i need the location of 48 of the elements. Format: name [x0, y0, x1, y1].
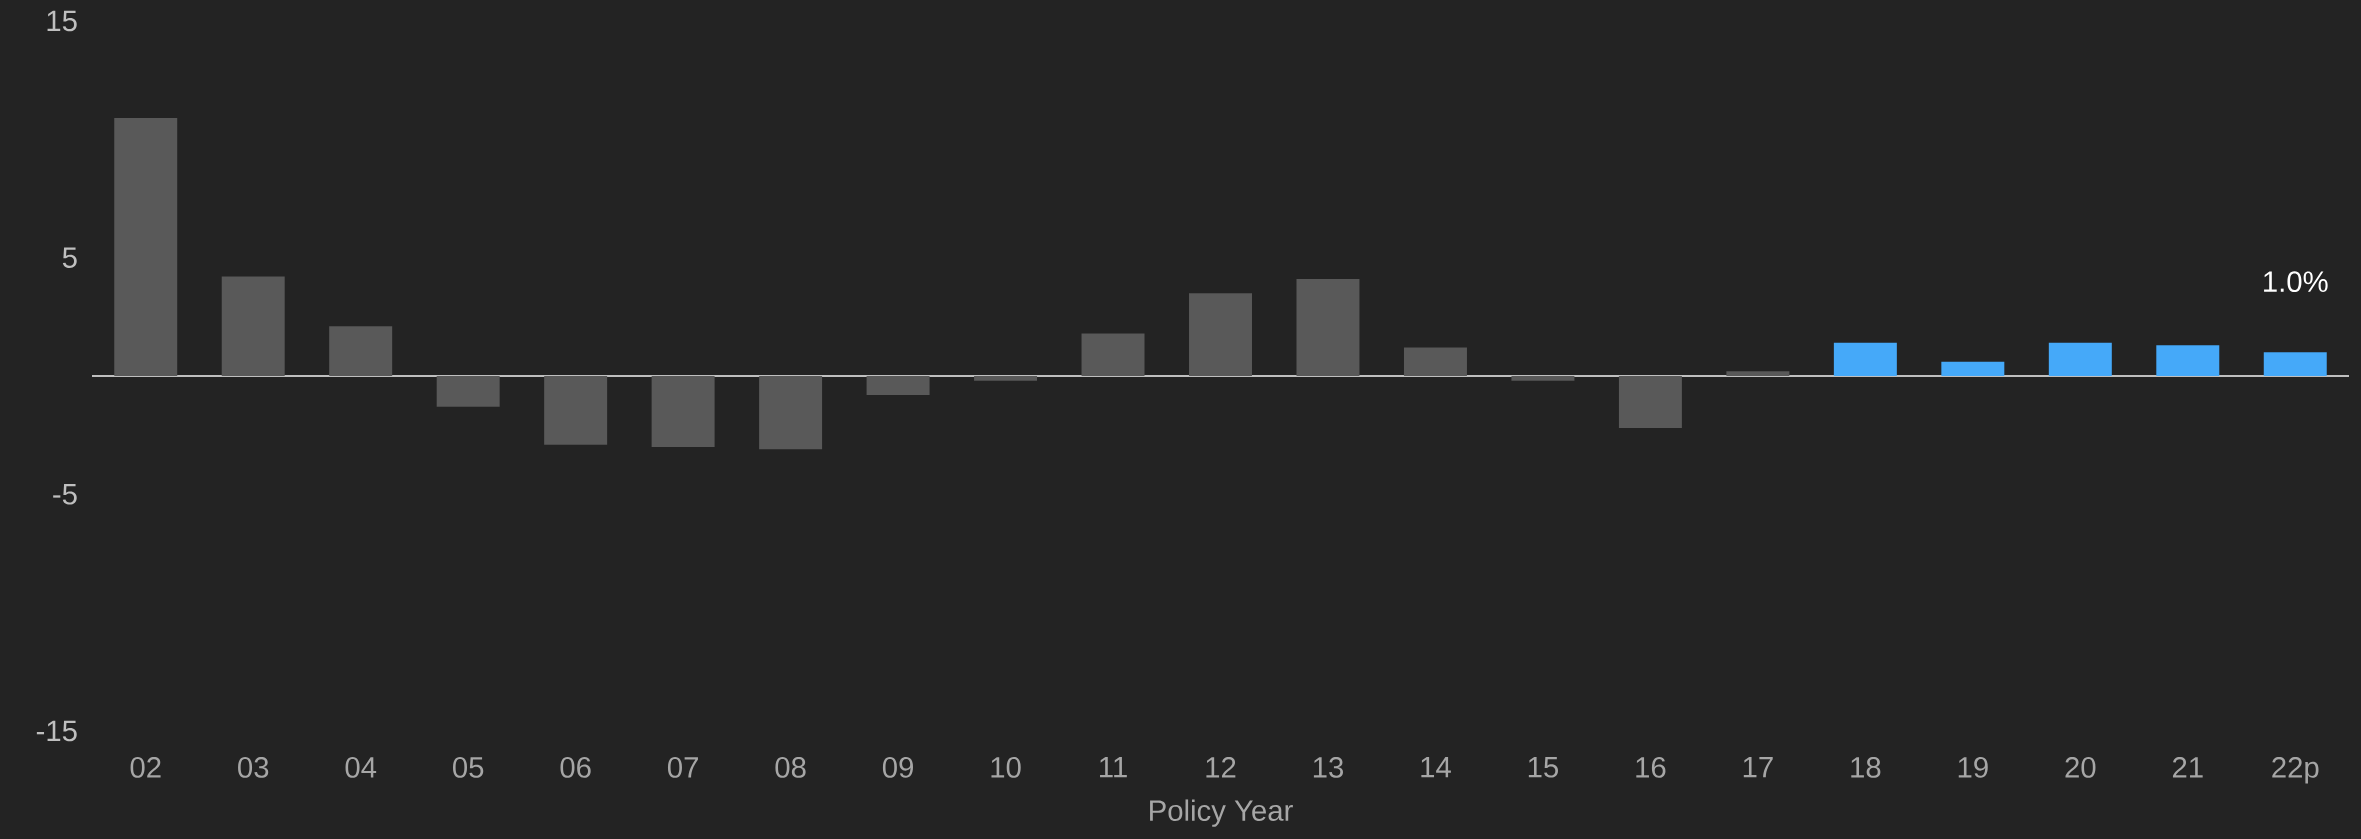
bar	[436, 376, 500, 407]
x-tick-label: 15	[1528, 757, 1558, 778]
bar	[544, 376, 608, 445]
x-tick-label: 12	[1206, 757, 1236, 778]
bar	[1296, 278, 1360, 376]
x-tick-label: 17	[1743, 757, 1773, 778]
y-tick-label: 5	[62, 247, 77, 268]
x-tick-label: 03	[238, 757, 269, 778]
x-axis-title: Policy Year	[1150, 799, 1293, 827]
bar	[2263, 352, 2327, 376]
x-tick-label: 16	[1636, 757, 1666, 778]
x-tick-label: 14	[1421, 757, 1451, 778]
bar	[1941, 361, 2005, 376]
bar	[1833, 342, 1897, 376]
bar	[1189, 293, 1252, 376]
x-tick-label: 04	[345, 757, 377, 778]
x-tick-label: 08	[775, 757, 806, 778]
x-tick-label: 22p	[2272, 757, 2319, 784]
bar	[1726, 371, 1790, 376]
data-label: 1.0%	[2264, 271, 2328, 293]
x-tick-label: 18	[1851, 757, 1881, 778]
bar	[866, 376, 930, 395]
bar	[221, 276, 285, 376]
x-tick-label: 19	[1958, 757, 1988, 778]
bar	[974, 376, 1038, 381]
x-tick-label: 02	[130, 757, 161, 778]
bar	[1403, 347, 1467, 376]
bar	[1081, 333, 1145, 376]
bar	[651, 376, 715, 447]
x-tick-label: 21	[2172, 757, 2203, 778]
x-tick-label: 06	[560, 757, 591, 778]
bar	[1511, 376, 1575, 381]
bar	[329, 326, 393, 376]
y-tick-label: -15	[36, 720, 77, 742]
bar	[1618, 376, 1682, 429]
x-tick-label: 07	[667, 757, 698, 778]
bar	[114, 118, 178, 376]
y-tick-label: 15	[47, 10, 77, 32]
x-tick-label: 13	[1313, 757, 1344, 778]
x-tick-label: 05	[453, 757, 484, 778]
bar	[2048, 342, 2112, 376]
x-tick-label: 09	[882, 757, 913, 778]
y-tick-label: -5	[53, 484, 77, 505]
x-tick-label: 20	[2065, 757, 2096, 778]
bar	[759, 376, 823, 450]
bar	[2156, 345, 2220, 376]
x-tick-label: 11	[1100, 757, 1127, 778]
x-tick-label: 10	[991, 757, 1021, 778]
